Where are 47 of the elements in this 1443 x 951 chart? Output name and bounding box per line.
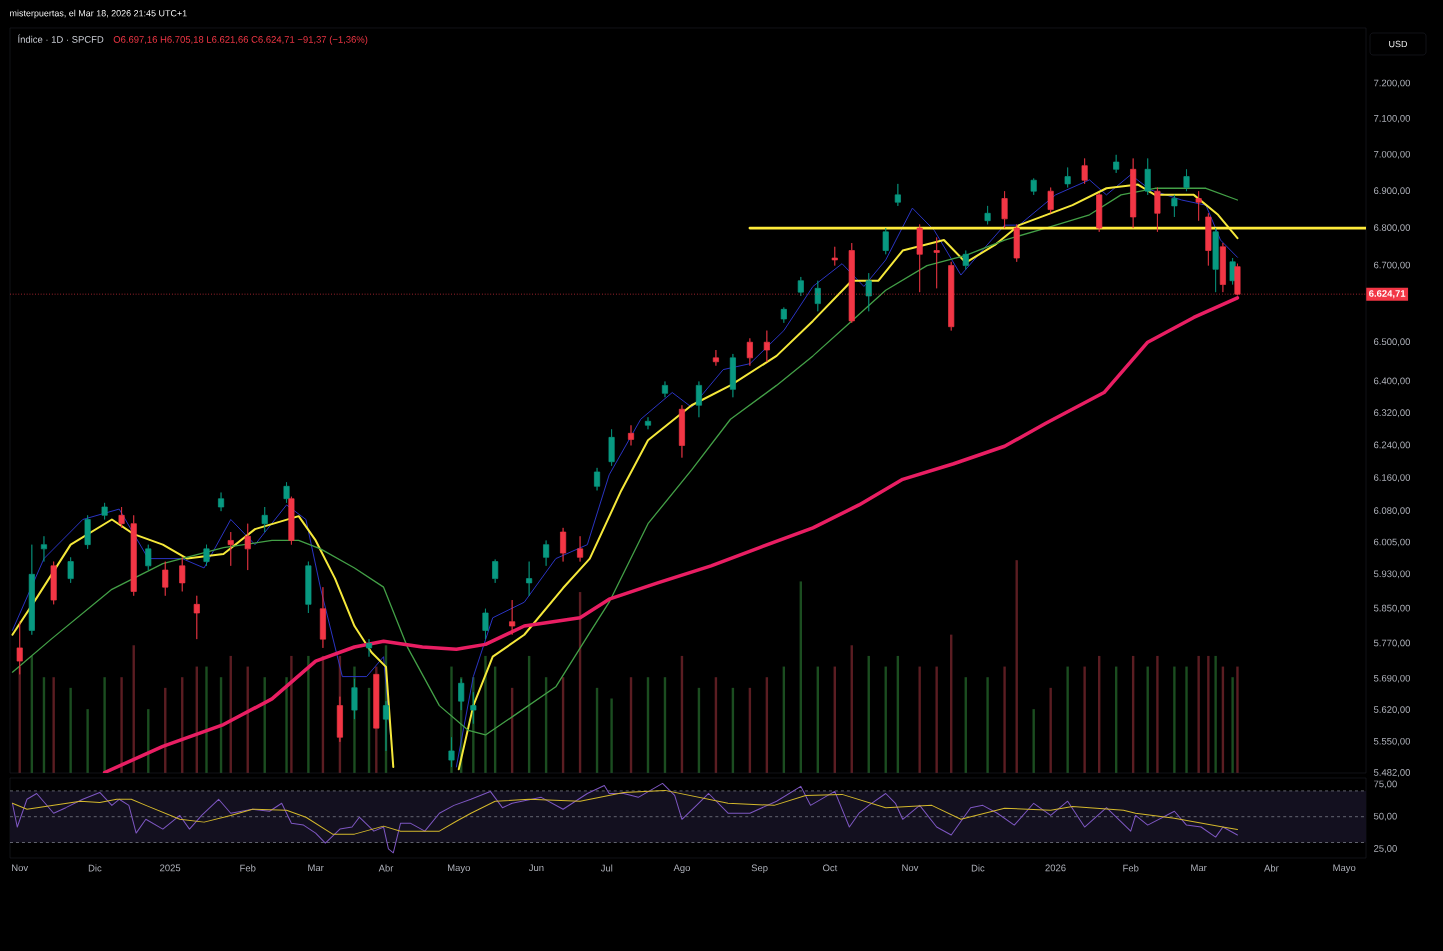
y-tick-label: 6.240,00	[1374, 441, 1411, 450]
x-tick-label: Oct	[823, 864, 838, 872]
y-tick-label: 6.700,00	[1374, 261, 1411, 270]
x-tick-label: 2025	[160, 864, 181, 872]
y-tick-label: 6.005,00	[1374, 538, 1411, 547]
y-tick-label: 5.770,00	[1373, 639, 1411, 648]
y-tick-label: 5.482,00	[1373, 769, 1411, 777]
y-tick-label: 7.000,00	[1374, 150, 1411, 159]
x-tick-label: Mar	[308, 864, 324, 872]
y-tick-label: 5.690,00	[1373, 674, 1411, 683]
text: misterpuertas, el Mar 18, 2026 21:45 UTC+1	[10, 9, 187, 19]
x-tick-label: Nov	[902, 864, 919, 872]
x-tick-label: 2026	[1045, 864, 1066, 872]
y-tick-label: 6.900,00	[1374, 187, 1411, 196]
y-tick-label: 5.620,00	[1373, 706, 1411, 715]
y-tick-label: 50,00	[1373, 812, 1397, 821]
x-tick-label: Ago	[673, 864, 690, 873]
y-tick-label: 6.160,00	[1374, 474, 1411, 483]
x-tick-label: Mar	[1191, 864, 1207, 872]
y-tick-label: 5.550,00	[1373, 737, 1411, 746]
x-tick-label: Mayo	[1333, 864, 1356, 873]
y-tick-label: 6.320,00	[1374, 409, 1411, 418]
x-tick-label: Feb	[240, 864, 256, 872]
x-tick-label: Mayo	[447, 864, 470, 873]
y-tick-label: 5.930,00	[1373, 570, 1411, 579]
y-tick-label: 6.500,00	[1374, 338, 1411, 347]
x-tick-label: Nov	[12, 864, 29, 872]
x-tick-label: Sep	[751, 864, 768, 874]
text: O6.697,16 H6.705,18 L6.621,66 C6.624,71 −91,37 (−1,36%)	[113, 35, 368, 45]
y-tick-label: 6.080,00	[1374, 507, 1411, 516]
x-tick-label: Dic	[971, 864, 985, 872]
text: Índice · 1D · SPCFD	[18, 34, 104, 43]
x-tick-label: Abr	[378, 864, 394, 872]
x-tick-label: Dic	[88, 864, 102, 872]
y-tick-label: 25,00	[1374, 845, 1397, 853]
x-tick-label: Abr	[1264, 864, 1279, 872]
ref-line-label: 6.624,71	[1369, 290, 1406, 299]
y-tick-label: 75,00	[1374, 780, 1397, 789]
y-tick-label: 6.400,00	[1374, 377, 1411, 386]
y-tick-label: 6.800,00	[1374, 224, 1411, 233]
x-tick-label: Jun	[528, 864, 544, 872]
x-tick-label: Feb	[1123, 864, 1139, 872]
text: USD	[1389, 40, 1408, 48]
y-tick-label: 5.850,00	[1373, 604, 1411, 613]
y-tick-label: 7.100,00	[1374, 115, 1411, 123]
y-tick-label: 7.200,00	[1374, 79, 1411, 88]
x-tick-label: Jul	[600, 864, 613, 872]
